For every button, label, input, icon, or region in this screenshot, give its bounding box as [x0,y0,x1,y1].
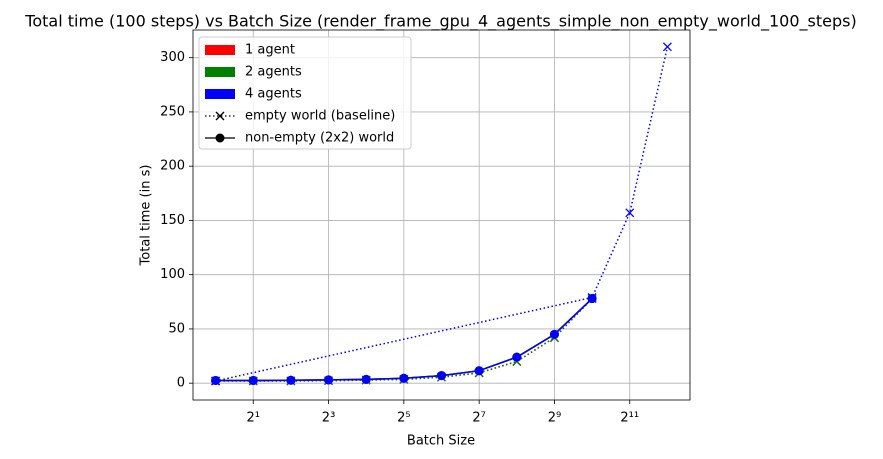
data-point [474,366,484,376]
data-point [436,371,446,381]
y-tick-label: 200 [160,159,185,174]
data-point [587,294,597,304]
x-tick-label: 2⁹ [548,411,561,426]
x-tick-label: 2⁵ [397,411,410,426]
chart-title: Total time (100 steps) vs Batch Size (re… [24,12,856,32]
data-point [512,352,522,362]
x-tick-label: 2⁷ [472,411,485,426]
legend-marker [215,111,225,121]
series-line [215,46,669,382]
y-tick-label: 300 [160,50,185,65]
y-tick-label: 0 [177,376,185,391]
y-tick-label: 150 [160,213,185,228]
y-axis-label: Total time (in s) [139,165,154,267]
legend-label: non-empty (2x2) world [245,131,394,146]
x-tick-label: 2¹¹ [620,411,639,426]
legend-swatch [205,89,235,99]
data-point [286,375,296,385]
data-point [549,329,559,339]
data-point [248,375,258,385]
x-tick-label: 2¹ [246,411,259,426]
legend-label: 1 agent [245,43,295,58]
y-tick-label: 100 [160,267,185,282]
legend-label: 2 agents [245,65,302,80]
legend-marker [215,133,225,143]
data-point [399,373,409,383]
y-tick-label: 250 [160,104,185,119]
plot-frame [192,29,691,401]
data-point [211,375,221,385]
legend-label: empty world (baseline) [245,109,395,124]
legend-swatch [205,67,235,77]
x-axis-label: Batch Size [407,434,475,449]
x-tick-label: 2³ [322,411,335,426]
legend-label: 4 agents [245,87,302,102]
legend-box [198,36,412,150]
legend-swatch [205,45,235,55]
data-point [662,42,672,52]
data-point [625,208,635,218]
y-tick-label: 50 [168,321,185,336]
data-point [361,374,371,384]
data-point [324,375,334,385]
